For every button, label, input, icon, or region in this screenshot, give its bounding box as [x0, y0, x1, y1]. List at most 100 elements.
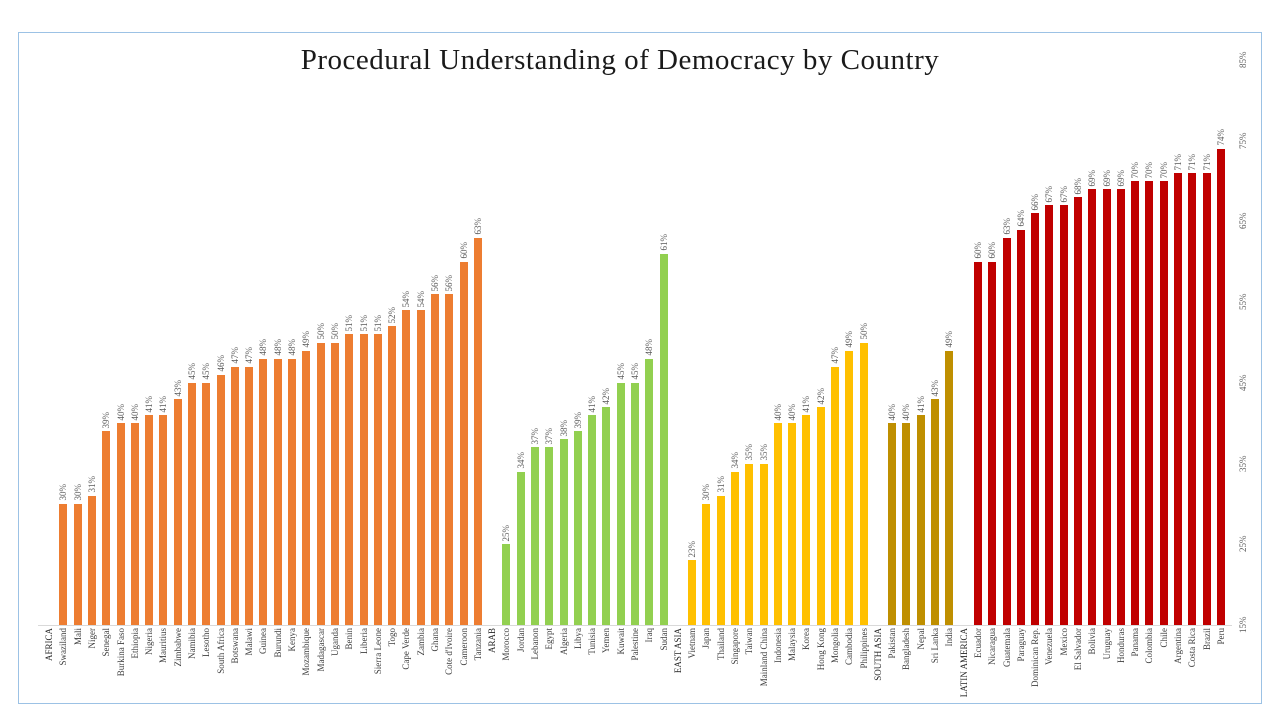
bar-value-label: 71% — [1172, 153, 1183, 171]
bar-column: 31% — [714, 0, 728, 625]
x-axis-label: Indonesia — [772, 628, 783, 663]
bar — [202, 382, 211, 625]
bar-value-label: 67% — [1044, 185, 1055, 203]
x-axis-label: Costa Rica — [1187, 628, 1198, 668]
x-axis-label: Sudan — [658, 628, 669, 651]
x-axis-label: Ethiopia — [129, 628, 140, 659]
bar — [330, 342, 339, 625]
group-label: SOUTH ASIA — [872, 628, 883, 681]
bar-value-label: 67% — [1058, 185, 1069, 203]
bar-value-label: 70% — [1144, 161, 1155, 179]
x-axis-label: Egypt — [544, 628, 555, 650]
bar-column: 39% — [571, 0, 585, 625]
bar — [888, 423, 897, 625]
x-axis-label: Mauritius — [158, 628, 169, 663]
bar-value-label: 30% — [701, 484, 712, 501]
bar-value-label: 50% — [329, 323, 340, 340]
bar-column: 31% — [85, 0, 99, 625]
bar-value-label: 37% — [529, 427, 540, 445]
bar-value-label: 49% — [301, 331, 312, 348]
bar — [588, 415, 597, 625]
bar-value-label: 34% — [515, 452, 526, 469]
bar-column: 30% — [71, 0, 85, 625]
bar — [1102, 189, 1111, 625]
bar — [1088, 189, 1097, 625]
bar-column: 60% — [985, 0, 999, 625]
bar-column: 51% — [356, 0, 370, 625]
x-axis-label: Singapore — [730, 628, 741, 665]
y-axis-tick: 75% — [1238, 132, 1248, 149]
x-axis-label: Tanzania — [472, 628, 483, 661]
bar-column: 69% — [1114, 0, 1128, 625]
bar-column: 48% — [256, 0, 270, 625]
y-axis-tick: 35% — [1238, 455, 1248, 472]
bar-column: 67% — [1042, 0, 1056, 625]
bar-value-label: 45% — [615, 363, 626, 380]
bar-column: 38% — [556, 0, 570, 625]
bar — [1173, 173, 1182, 625]
bar-value-label: 66% — [1030, 193, 1041, 211]
bar-column: 45% — [614, 0, 628, 625]
bar-column: 69% — [1099, 0, 1113, 625]
bar-value-label: 31% — [715, 476, 726, 493]
bar-column: 67% — [1057, 0, 1071, 625]
bar — [359, 334, 368, 625]
bar-value-label: 37% — [544, 427, 555, 445]
bar — [902, 423, 911, 625]
bar-value-label: 70% — [1130, 161, 1141, 179]
y-axis-tick: 55% — [1238, 293, 1248, 311]
bar-column: 71% — [1185, 0, 1199, 625]
bar-value-label: 52% — [387, 306, 398, 324]
x-axis-label: Malaysia — [787, 628, 798, 661]
bar — [1131, 181, 1140, 625]
x-axis-label: Niger — [87, 628, 97, 649]
bar-value-label: 40% — [115, 403, 126, 421]
bar-value-label: 71% — [1201, 153, 1212, 171]
bar — [859, 342, 868, 625]
bar — [759, 463, 768, 625]
bar-value-label: 41% — [801, 395, 812, 413]
bar-value-label: 47% — [244, 347, 255, 364]
bar-column: 64% — [1014, 0, 1028, 625]
bar-value-label: 60% — [458, 242, 469, 259]
bar-value-label: 49% — [844, 331, 855, 348]
bar-value-label: 51% — [358, 314, 369, 332]
x-axis-label: Jordan — [515, 628, 526, 652]
bar — [288, 358, 297, 625]
bar-column: 48% — [285, 0, 299, 625]
bar-column: 60% — [971, 0, 985, 625]
bar-column: 41% — [142, 0, 156, 625]
bar — [988, 261, 997, 625]
x-axis-label: Benin — [344, 628, 355, 650]
bar — [1073, 197, 1082, 625]
bar-column: 45% — [628, 0, 642, 625]
x-axis-label: Hong Kong — [815, 628, 826, 671]
bar — [216, 374, 225, 625]
bar — [145, 415, 154, 625]
bar-column: 63% — [999, 0, 1013, 625]
x-axis-label: Liberia — [358, 628, 369, 654]
bar-column: 34% — [514, 0, 528, 625]
bar-value-label: 50% — [858, 323, 869, 340]
x-axis-label: Cambodia — [844, 628, 855, 665]
x-axis-label: India — [944, 628, 955, 647]
bar — [1045, 205, 1054, 625]
bar-column: 70% — [1157, 0, 1171, 625]
x-axis-label: Chile — [1158, 628, 1169, 648]
bar — [473, 237, 482, 625]
x-axis-label: Japan — [701, 628, 712, 649]
bar-column: 56% — [442, 0, 456, 625]
bar-value-label: 40% — [787, 403, 798, 421]
bar — [388, 326, 397, 625]
bar-value-label: 41% — [144, 395, 155, 413]
bar-column: 42% — [599, 0, 613, 625]
bar — [916, 415, 925, 625]
bar — [1202, 173, 1211, 625]
bar — [831, 366, 840, 625]
bar — [731, 471, 740, 625]
bar — [845, 350, 854, 625]
x-axis-label: Ghana — [429, 628, 440, 652]
bar-value-label: 47% — [830, 347, 841, 364]
bar-column: 47% — [228, 0, 242, 625]
bar — [316, 342, 325, 625]
